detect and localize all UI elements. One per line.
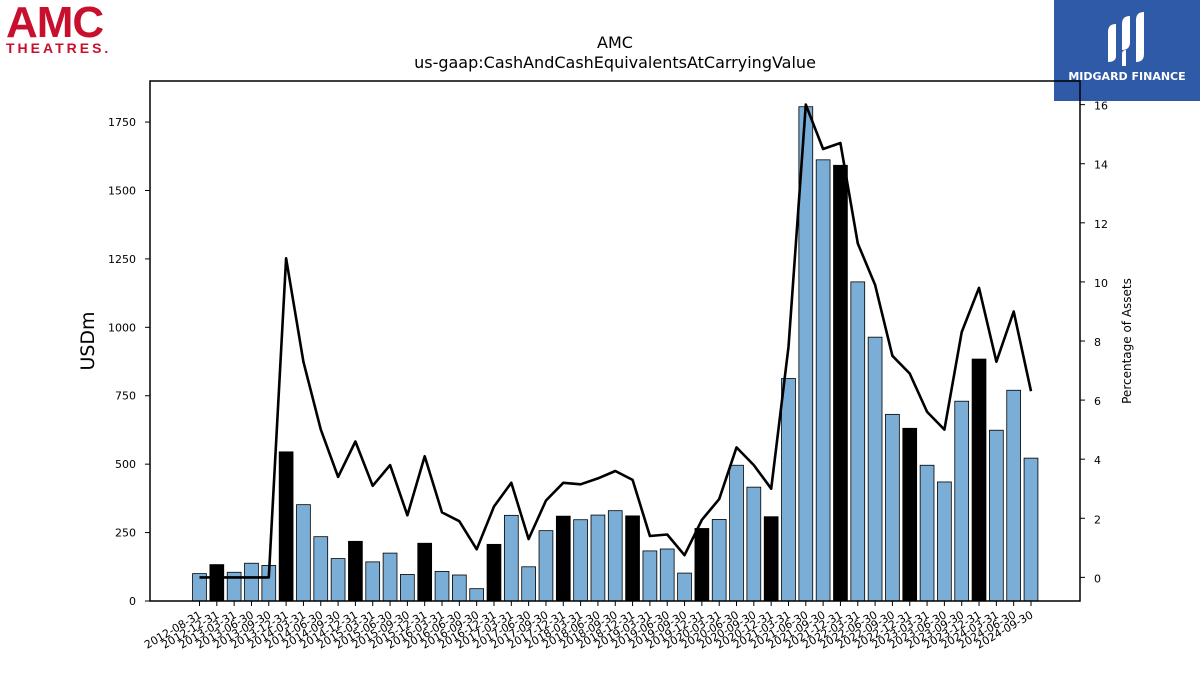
bar-2023-03-31 <box>919 464 935 602</box>
bar-2019-12-31 <box>694 528 710 602</box>
bar-2018-06-30 <box>590 514 606 602</box>
amc-logo-main: AMC <box>6 0 104 47</box>
y-left-tick-label: 1000 <box>108 321 136 334</box>
y-left-tick-label: 0 <box>129 595 136 608</box>
bar-2023-12-31 <box>971 358 987 602</box>
bar-2017-12-31 <box>555 515 571 602</box>
bar-2019-06-30 <box>659 548 675 602</box>
bar-2020-03-31 <box>711 519 727 602</box>
y-right-tick-label: 8 <box>1094 336 1101 349</box>
bar-2021-09-30 <box>815 159 831 602</box>
bar-2016-03-31 <box>434 571 450 602</box>
chart-title: AMC <box>597 33 633 52</box>
bar-2017-09-30 <box>538 530 554 602</box>
bar-2021-12-31 <box>833 164 848 602</box>
bar-2022-12-31 <box>902 427 918 602</box>
y-left-tick-label: 250 <box>115 527 136 540</box>
bar-2013-12-31 <box>278 451 294 602</box>
y-right-tick-label: 12 <box>1094 218 1108 231</box>
y-axis-left-label: USDm <box>77 311 99 370</box>
bar-2016-12-31 <box>486 543 502 602</box>
bar-2021-03-31 <box>781 378 796 602</box>
y-left-tick-label: 1500 <box>108 184 136 197</box>
y-left-tick-label: 750 <box>115 390 136 403</box>
y-left-tick-label: 1250 <box>108 253 136 266</box>
y-left-tick-label: 1750 <box>108 116 136 129</box>
y-right-tick-label: 14 <box>1094 159 1108 172</box>
bar-2016-06-30 <box>452 574 467 602</box>
amc-logo-sub: THEATRES. <box>6 40 112 56</box>
y-right-tick-label: 6 <box>1094 395 1101 408</box>
bar-2015-06-30 <box>382 552 398 602</box>
midgard-finance-logo: MIDGARD FINANCE <box>1054 0 1200 101</box>
bar-2016-09-30 <box>469 588 484 602</box>
bar-2020-06-30 <box>729 464 744 602</box>
bar-2018-09-30 <box>607 510 623 602</box>
bar-2017-06-30 <box>521 566 536 602</box>
bar-2024-06-30 <box>1006 389 1022 602</box>
bar-2022-03-31 <box>850 281 866 602</box>
bar-2012-12-31 <box>209 564 225 602</box>
bar-2020-09-30 <box>746 486 762 602</box>
bar-2020-12-31 <box>763 516 779 602</box>
bar-2023-09-30 <box>954 400 970 602</box>
percentage-line <box>199 103 1033 579</box>
percentage-line-series <box>199 103 1033 579</box>
x-axis: 2012-08-312012-12-312013-03-312013-06-30… <box>142 601 1036 652</box>
bar-2019-03-31 <box>642 550 658 602</box>
bar-2022-06-30 <box>867 336 883 602</box>
bar-2013-06-30 <box>244 562 259 602</box>
chart-subtitle: us-gaap:CashAndCashEquivalentsAtCarrying… <box>414 53 816 72</box>
midgard-mark-icon <box>1108 12 1144 66</box>
bar-2023-06-30 <box>937 481 952 602</box>
bar-2019-09-30 <box>677 572 692 602</box>
y-axis-left: 0 250 500 750 1000 1250 1500 1750 <box>108 116 150 608</box>
bar-2015-12-31 <box>417 542 433 602</box>
y-right-tick-label: 2 <box>1094 513 1101 526</box>
bar-2024-03-31 <box>989 429 1004 602</box>
bar-2015-03-31 <box>365 561 381 602</box>
bar-2014-03-31 <box>296 504 311 602</box>
bar-2014-09-30 <box>330 558 346 602</box>
y-right-tick-label: 4 <box>1094 454 1101 467</box>
midgard-logo-text: MIDGARD FINANCE <box>1068 70 1186 83</box>
bar-2024-09-30 <box>1023 457 1039 602</box>
y-right-tick-label: 0 <box>1094 572 1101 585</box>
bar-2015-09-30 <box>400 574 415 602</box>
bar-2017-03-31 <box>503 514 519 602</box>
bar-2014-12-31 <box>348 540 363 602</box>
bar-2018-12-31 <box>625 515 640 602</box>
y-left-tick-label: 500 <box>115 458 136 471</box>
bar-2022-09-30 <box>885 413 900 602</box>
y-right-tick-label: 10 <box>1094 277 1108 290</box>
amc-logo: AMC THEATRES. <box>4 0 134 56</box>
y-axis-right: 0 2 4 6 8 10 12 14 16 <box>1080 100 1108 585</box>
bar-series <box>192 106 1039 602</box>
bar-2018-03-31 <box>573 519 588 602</box>
y-right-tick-label: 16 <box>1094 100 1108 113</box>
y-axis-right-label: Percentage of Assets <box>1120 278 1134 404</box>
bar-2014-06-30 <box>313 536 329 602</box>
